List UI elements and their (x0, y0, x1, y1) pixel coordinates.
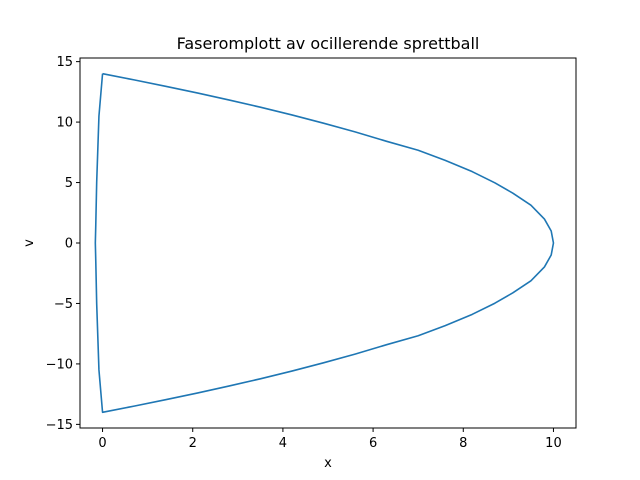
y-tick-label: 0 (65, 237, 73, 252)
x-axis: 0 2 4 6 8 10 (98, 428, 562, 451)
y-tick-label: 15 (56, 55, 73, 70)
series-line (94, 72, 555, 414)
y-tick-label: −10 (46, 357, 73, 372)
y-tick-label: 5 (65, 176, 73, 191)
y-tick-label: 10 (56, 116, 73, 131)
y-tick-label: −5 (54, 297, 73, 312)
y-axis: −15 −10 −5 0 5 10 15 (46, 55, 80, 433)
x-axis-label: x (324, 456, 332, 471)
y-axis-label: v (22, 239, 37, 247)
y-tick-label: −15 (46, 418, 73, 433)
x-tick-label: 6 (369, 436, 377, 451)
plot-area-frame (79, 57, 577, 429)
x-tick-label: 0 (98, 436, 106, 451)
x-tick-label: 10 (545, 436, 562, 451)
x-tick-label: 8 (459, 436, 467, 451)
chart-title: Faseromplott av ocillerende sprettball (177, 34, 480, 53)
x-tick-label: 2 (189, 436, 197, 451)
x-tick-label: 4 (279, 436, 287, 451)
